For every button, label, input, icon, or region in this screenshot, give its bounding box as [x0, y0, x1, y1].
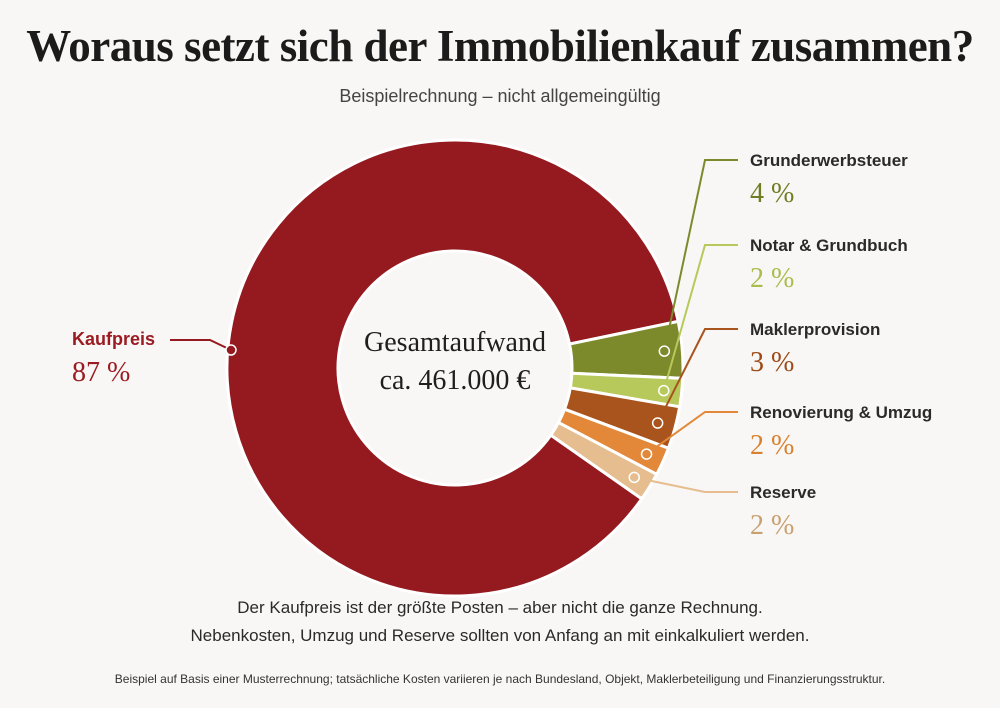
leader-dot-grunderwerbsteuer [658, 345, 671, 357]
label-value-notar-und-grundbuch: 2 % [750, 263, 794, 294]
label-value-grunderwerbsteuer: 4 % [750, 178, 794, 209]
summary-line-2: Nebenkosten, Umzug und Reserve sollten v… [190, 626, 810, 645]
footnote: Beispiel auf Basis einer Musterrechnung;… [114, 672, 886, 686]
center-label-title: Gesamtaufwand [364, 327, 546, 358]
leader-line-maklerprovision [656, 328, 738, 424]
leader-lines [170, 159, 738, 493]
label-name-grunderwerbsteuer: Grunderwerbsteuer [750, 151, 908, 170]
leader-line-renovierung-und-umzug [645, 411, 738, 455]
slice-labels: Grunderwerbsteuer 4 % Notar & Grundbuch 2 %… [72, 151, 932, 541]
leader-dot-kaufpreis [225, 344, 237, 356]
leader-line-kaufpreis [170, 339, 232, 351]
label-name-notar-und-grundbuch: Notar & Grundbuch [750, 236, 908, 255]
chart-title: Woraus setzt sich der Immobilienkauf zus… [26, 21, 974, 71]
donut-slices [225, 138, 685, 598]
label-name-reserve: Reserve [750, 483, 816, 502]
label-name-renovierung-und-umzug: Renovierung & Umzug [750, 403, 932, 422]
center-label-total: ca. 461.000 € [380, 365, 531, 396]
label-value-maklerprovision: 3 % [750, 347, 794, 378]
label-name-maklerprovision: Maklerprovision [750, 320, 880, 339]
leader-dot-notar-und-grundbuch [658, 384, 670, 397]
leader-dot-reserve [628, 471, 640, 484]
summary-note: Der Kaufpreis ist der größte Posten – ab… [0, 594, 1000, 650]
leader-dot-renovierung-und-umzug [640, 448, 653, 460]
summary-line-1: Der Kaufpreis ist der größte Posten – ab… [237, 598, 763, 617]
chart-subtitle: Beispielrechnung – nicht allgemeingültig [339, 86, 661, 106]
leader-line-notar-und-grundbuch [662, 244, 738, 391]
label-value-kaufpreis: 87 % [72, 357, 130, 388]
leader-dot-maklerprovision [651, 417, 664, 429]
label-value-renovierung-und-umzug: 2 % [750, 430, 794, 461]
label-value-reserve: 2 % [750, 510, 794, 541]
leader-line-grunderwerbsteuer [663, 159, 738, 352]
label-name-kaufpreis: Kaufpreis [72, 329, 155, 349]
slice-kaufpreis [225, 138, 680, 598]
leader-line-reserve [634, 476, 738, 493]
